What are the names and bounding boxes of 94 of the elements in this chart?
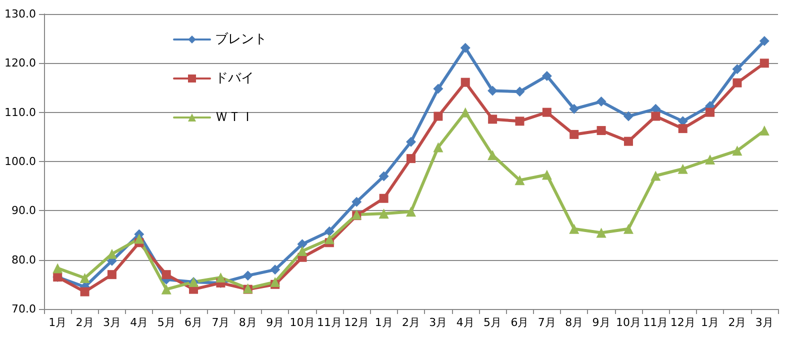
legend-label: ドバイ — [215, 71, 254, 86]
point — [460, 107, 470, 118]
point — [569, 104, 580, 114]
point — [596, 126, 606, 136]
point — [270, 276, 280, 287]
point — [596, 228, 606, 238]
point — [569, 224, 580, 234]
point — [297, 246, 308, 256]
point — [242, 270, 253, 281]
x-tick-label: 5月 — [157, 316, 176, 329]
point — [624, 136, 633, 146]
point — [379, 194, 388, 203]
x-tick-label: 4月 — [130, 316, 148, 329]
point — [433, 84, 444, 94]
point — [406, 206, 416, 217]
y-tick-label: 120.0 — [4, 56, 36, 70]
x-tick-label: 9月 — [592, 316, 610, 329]
point — [596, 96, 606, 107]
point — [542, 108, 552, 117]
point — [134, 234, 144, 244]
point — [706, 108, 715, 117]
y-tick-label: 90.0 — [12, 204, 36, 218]
point — [514, 86, 525, 97]
y-tick-label: 130.0 — [4, 8, 36, 20]
x-tick-label: 10月 — [290, 316, 315, 329]
point — [570, 130, 579, 139]
point — [732, 64, 742, 74]
point — [759, 126, 770, 136]
x-tick-label: 4月 — [456, 316, 474, 329]
y-tick-label: 80.0 — [12, 253, 36, 266]
x-tick-label: 2月 — [76, 316, 94, 329]
point — [514, 175, 525, 186]
x-tick-label: 5月 — [484, 316, 502, 329]
x-tick-label: 1月 — [701, 316, 720, 329]
point — [378, 171, 389, 182]
point — [678, 124, 688, 134]
point — [759, 36, 770, 46]
x-tick-label: 2月 — [728, 316, 746, 329]
point — [760, 58, 769, 68]
x-tick-label: 11月 — [643, 316, 668, 329]
point — [434, 112, 443, 121]
x-tick-label: 6月 — [184, 316, 203, 329]
x-tick-label: 10月 — [616, 316, 641, 329]
legend-label: ブレント — [215, 32, 267, 47]
point — [705, 154, 716, 165]
point — [433, 142, 444, 152]
point — [52, 263, 63, 274]
point — [678, 164, 688, 174]
x-tick-label: 3月 — [755, 316, 774, 329]
x-tick-label: 1月 — [48, 316, 67, 329]
point — [460, 42, 470, 53]
x-tick-label: 12月 — [670, 316, 696, 329]
point — [515, 116, 524, 126]
point — [406, 136, 416, 147]
point — [651, 112, 660, 121]
point — [488, 114, 498, 124]
x-tick-label: 8月 — [565, 316, 584, 329]
point — [107, 270, 116, 280]
point — [378, 208, 389, 219]
point — [406, 154, 416, 164]
x-tick-label: 3月 — [102, 316, 121, 329]
point — [732, 78, 742, 88]
point — [270, 264, 280, 275]
x-tick-label: 6月 — [510, 316, 529, 329]
x-tick-label: 8月 — [238, 316, 257, 329]
point — [324, 226, 334, 236]
y-tick-label: 100.0 — [4, 155, 36, 168]
point — [161, 284, 172, 294]
point — [352, 196, 362, 207]
point — [216, 272, 226, 283]
y-tick-label: 110.0 — [4, 106, 36, 119]
x-tick-label: 9月 — [266, 316, 284, 329]
x-tick-label: 1月 — [374, 316, 393, 329]
point — [650, 170, 661, 181]
point — [732, 146, 742, 156]
point — [542, 70, 552, 81]
point — [162, 270, 171, 280]
point — [80, 287, 90, 296]
point — [460, 78, 470, 87]
legend-label: ＷＴＩ — [215, 110, 254, 125]
point — [297, 239, 308, 250]
point — [80, 273, 90, 284]
point — [623, 111, 634, 122]
x-tick-label: 3月 — [429, 316, 448, 329]
x-tick-label: 11月 — [316, 316, 342, 329]
x-tick-label: 2月 — [402, 316, 420, 329]
x-tick-label: 12月 — [344, 316, 370, 329]
y-tick-label: 70.0 — [12, 302, 36, 316]
point — [623, 224, 634, 234]
point — [488, 86, 498, 96]
x-tick-label: 7月 — [538, 316, 556, 329]
point — [324, 234, 334, 244]
x-tick-label: 7月 — [212, 316, 230, 329]
point — [542, 170, 552, 180]
